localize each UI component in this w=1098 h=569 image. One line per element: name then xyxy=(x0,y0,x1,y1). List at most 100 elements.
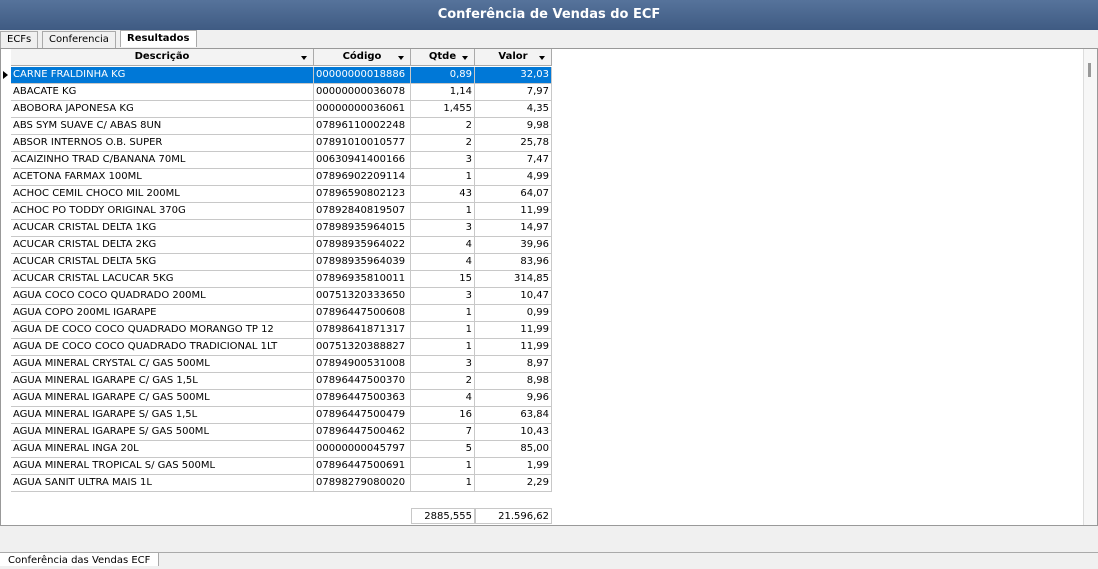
grid-cell[interactable]: 16 xyxy=(411,407,475,424)
column-header[interactable]: Código xyxy=(314,49,411,66)
grid-cell[interactable]: 00751320388827 xyxy=(314,339,411,356)
grid-cell[interactable]: AGUA MINERAL IGARAPE S/ GAS 500ML xyxy=(11,424,314,441)
grid-cell[interactable]: 7,47 xyxy=(475,152,552,169)
grid-cell[interactable]: 4,35 xyxy=(475,101,552,118)
grid-cell[interactable]: 07896447500462 xyxy=(314,424,411,441)
grid-cell[interactable]: 2 xyxy=(411,135,475,152)
grid-cell[interactable]: ABACATE KG xyxy=(11,84,314,101)
grid-cell[interactable]: 4,99 xyxy=(475,169,552,186)
tab[interactable]: ECFs xyxy=(0,31,39,48)
grid-cell[interactable]: ACHOC PO TODDY ORIGINAL 370G xyxy=(11,203,314,220)
grid-cell[interactable]: ACHOC CEMIL CHOCO MIL 200ML xyxy=(11,186,314,203)
grid-cell[interactable]: ABSOR INTERNOS O.B. SUPER xyxy=(11,135,314,152)
grid-cell[interactable]: 8,97 xyxy=(475,356,552,373)
grid-cell[interactable]: 4 xyxy=(411,237,475,254)
tab-active[interactable]: Resultados xyxy=(120,30,197,47)
grid-cell[interactable]: 07896447500608 xyxy=(314,305,411,322)
grid-cell[interactable]: 00000000045797 xyxy=(314,441,411,458)
grid-cell[interactable]: ACETONA FARMAX 100ML xyxy=(11,169,314,186)
sort-arrow[interactable] xyxy=(539,56,545,60)
grid-cell[interactable]: 07891010010577 xyxy=(314,135,411,152)
grid-cell[interactable]: 1 xyxy=(411,339,475,356)
grid-cell[interactable]: ABOBORA JAPONESA KG xyxy=(11,101,314,118)
grid-cell[interactable]: 3 xyxy=(411,220,475,237)
bottom-tab[interactable]: Conferência das Vendas ECF xyxy=(0,553,160,566)
grid-cell[interactable]: 7,97 xyxy=(475,84,552,101)
grid-cell[interactable]: 07892840819507 xyxy=(314,203,411,220)
grid-cell[interactable]: 11,99 xyxy=(475,322,552,339)
grid-cell[interactable]: 00000000036061 xyxy=(314,101,411,118)
grid-cell[interactable]: 1 xyxy=(411,169,475,186)
grid-cell[interactable]: AGUA MINERAL IGARAPE C/ GAS 1,5L xyxy=(11,373,314,390)
tab[interactable]: Conferencia xyxy=(42,31,116,48)
sort-arrow[interactable] xyxy=(301,56,307,60)
grid-cell[interactable]: AGUA COPO 200ML IGARAPE xyxy=(11,305,314,322)
grid-cell[interactable]: 4 xyxy=(411,390,475,407)
grid-cell[interactable]: 3 xyxy=(411,152,475,169)
grid-cell[interactable]: 07896447500479 xyxy=(314,407,411,424)
grid-cell[interactable]: 07896447500691 xyxy=(314,458,411,475)
grid-cell[interactable]: 00751320333650 xyxy=(314,288,411,305)
grid-cell[interactable]: 07896447500363 xyxy=(314,390,411,407)
grid-cell[interactable]: 1 xyxy=(411,203,475,220)
grid-cell[interactable]: ACUCAR CRISTAL LACUCAR 5KG xyxy=(11,271,314,288)
grid-cell[interactable]: 32,03 xyxy=(475,67,552,84)
grid-cell[interactable]: 07896935810011 xyxy=(314,271,411,288)
grid-cell[interactable]: 0,89 xyxy=(411,67,475,84)
grid-cell[interactable]: 3 xyxy=(411,356,475,373)
sort-arrow[interactable] xyxy=(462,56,468,60)
grid-cell[interactable]: 07898935964039 xyxy=(314,254,411,271)
column-header[interactable]: Descrição xyxy=(11,49,314,66)
grid-cell[interactable]: 8,98 xyxy=(475,373,552,390)
grid-cell[interactable]: 1 xyxy=(411,305,475,322)
grid-cell[interactable]: 07896110002248 xyxy=(314,118,411,135)
column-header[interactable]: Valor xyxy=(475,49,552,66)
scrollbar[interactable] xyxy=(1083,49,1097,525)
grid-cell[interactable]: 07898641871317 xyxy=(314,322,411,339)
grid-cell[interactable]: CARNE FRALDINHA KG xyxy=(11,67,314,84)
grid-cell[interactable]: 83,96 xyxy=(475,254,552,271)
grid-cell[interactable]: 07894900531008 xyxy=(314,356,411,373)
grid-cell[interactable]: 9,96 xyxy=(475,390,552,407)
grid-cell[interactable]: 85,00 xyxy=(475,441,552,458)
grid-cell[interactable]: 9,98 xyxy=(475,118,552,135)
grid-cell[interactable]: 07896590802123 xyxy=(314,186,411,203)
grid-cell[interactable]: 64,07 xyxy=(475,186,552,203)
grid-cell[interactable]: ACUCAR CRISTAL DELTA 1KG xyxy=(11,220,314,237)
grid-cell[interactable]: ACAIZINHO TRAD C/BANANA 70ML xyxy=(11,152,314,169)
grid-cell[interactable]: AGUA MINERAL CRYSTAL C/ GAS 500ML xyxy=(11,356,314,373)
grid-cell[interactable]: 15 xyxy=(411,271,475,288)
grid-cell[interactable]: 11,99 xyxy=(475,339,552,356)
grid-cell[interactable]: 1,99 xyxy=(475,458,552,475)
grid-cell[interactable]: 11,99 xyxy=(475,203,552,220)
grid-cell[interactable]: 10,47 xyxy=(475,288,552,305)
column-header[interactable]: Qtde xyxy=(411,49,475,66)
sort-arrow[interactable] xyxy=(398,56,404,60)
grid-cell[interactable]: 5 xyxy=(411,441,475,458)
grid-cell[interactable]: 10,43 xyxy=(475,424,552,441)
grid-cell[interactable]: 07898935964015 xyxy=(314,220,411,237)
grid-cell[interactable]: 07896902209114 xyxy=(314,169,411,186)
grid-cell[interactable]: 14,97 xyxy=(475,220,552,237)
grid-cell[interactable]: 1 xyxy=(411,322,475,339)
grid-cell[interactable]: 63,84 xyxy=(475,407,552,424)
grid-cell[interactable]: 1 xyxy=(411,475,475,492)
grid-cell[interactable]: AGUA SANIT ULTRA MAIS 1L xyxy=(11,475,314,492)
grid-cell[interactable]: AGUA DE COCO COCO QUADRADO TRADICIONAL 1… xyxy=(11,339,314,356)
grid-cell[interactable]: ACUCAR CRISTAL DELTA 5KG xyxy=(11,254,314,271)
grid-cell[interactable]: 2,29 xyxy=(475,475,552,492)
grid-cell[interactable]: 314,85 xyxy=(475,271,552,288)
grid-cell[interactable]: AGUA MINERAL INGA 20L xyxy=(11,441,314,458)
grid-cell[interactable]: 1,455 xyxy=(411,101,475,118)
grid-cell[interactable]: 43 xyxy=(411,186,475,203)
grid-cell[interactable]: 39,96 xyxy=(475,237,552,254)
scroll-thumb[interactable] xyxy=(1088,63,1091,77)
grid-cell[interactable]: 00000000036078 xyxy=(314,84,411,101)
grid-cell[interactable]: 1 xyxy=(411,458,475,475)
grid-cell[interactable]: 00630941400166 xyxy=(314,152,411,169)
grid-cell[interactable]: 0,99 xyxy=(475,305,552,322)
grid-cell[interactable]: 2 xyxy=(411,373,475,390)
grid-cell[interactable]: AGUA MINERAL TROPICAL S/ GAS 500ML xyxy=(11,458,314,475)
grid-cell[interactable]: 3 xyxy=(411,288,475,305)
grid-cell[interactable]: ACUCAR CRISTAL DELTA 2KG xyxy=(11,237,314,254)
